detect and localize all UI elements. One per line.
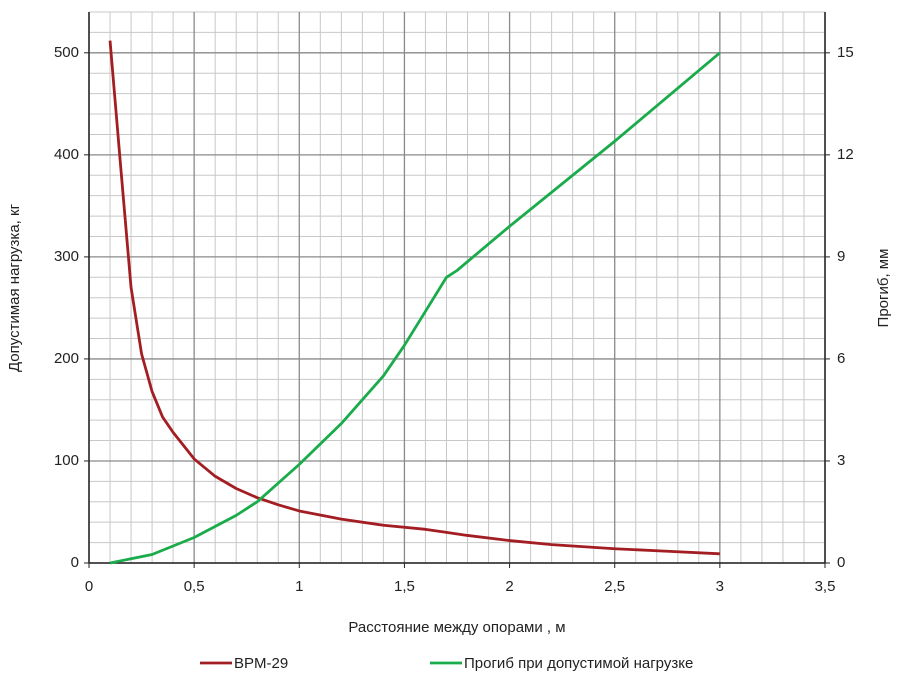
x-tick-label: 0,5 [184, 578, 205, 595]
y2-tick-label: 15 [837, 44, 854, 61]
x-tick-label: 2 [505, 578, 513, 595]
y-tick-label: 100 [54, 452, 79, 469]
y-tick-label: 400 [54, 146, 79, 163]
y2-tick-label: 6 [837, 350, 845, 367]
y2-tick-label: 3 [837, 452, 845, 469]
legend-label: BPM-29 [234, 655, 288, 672]
y-axis-label: Допустимая нагрузка, кг [6, 203, 23, 372]
y2-axis-label: Прогиб, мм [875, 249, 892, 328]
y-tick-label: 200 [54, 350, 79, 367]
y2-tick-label: 12 [837, 146, 854, 163]
series-line [108, 40, 720, 556]
legend-label: Прогиб при допустимой нагрузке [464, 655, 693, 672]
x-tick-label: 0 [85, 578, 93, 595]
y-tick-label: 500 [54, 44, 79, 61]
x-tick-label: 1,5 [394, 578, 415, 595]
x-tick-label: 1 [295, 578, 303, 595]
x-axis-label: Расстояние между опорами , м [348, 619, 565, 636]
x-tick-label: 2,5 [604, 578, 625, 595]
y-tick-label: 0 [71, 554, 79, 571]
y2-tick-label: 9 [837, 248, 845, 265]
y-tick-label: 300 [54, 248, 79, 265]
series-line [109, 51, 721, 565]
x-tick-label: 3 [716, 578, 724, 595]
y2-tick-label: 0 [837, 554, 845, 571]
x-tick-label: 3,5 [815, 578, 836, 595]
